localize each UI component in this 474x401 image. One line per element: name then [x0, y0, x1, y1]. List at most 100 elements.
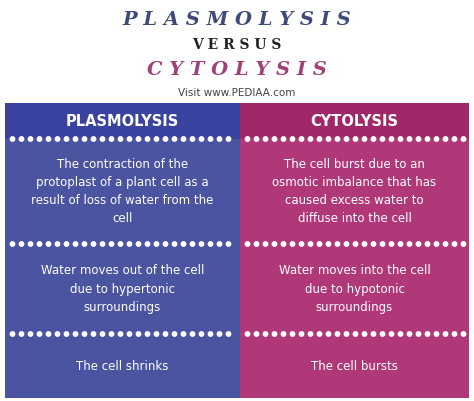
Circle shape — [434, 242, 439, 246]
Circle shape — [246, 332, 250, 336]
Circle shape — [398, 137, 403, 141]
Circle shape — [146, 332, 150, 336]
Text: V E R S U S: V E R S U S — [192, 38, 282, 52]
Circle shape — [425, 242, 430, 246]
Circle shape — [199, 332, 204, 336]
Circle shape — [389, 332, 394, 336]
Text: C Y T O L Y S I S: C Y T O L Y S I S — [147, 61, 327, 79]
Circle shape — [299, 137, 304, 141]
Circle shape — [407, 137, 412, 141]
Circle shape — [55, 242, 60, 246]
Circle shape — [10, 332, 15, 336]
Circle shape — [28, 332, 33, 336]
Circle shape — [190, 137, 195, 141]
Text: Water moves into the cell
due to hypotonic
surroundings: Water moves into the cell due to hypoton… — [279, 265, 430, 314]
Circle shape — [55, 137, 60, 141]
Circle shape — [155, 242, 159, 246]
Circle shape — [299, 332, 304, 336]
Circle shape — [246, 242, 250, 246]
Circle shape — [272, 137, 277, 141]
Circle shape — [217, 332, 222, 336]
Circle shape — [344, 242, 349, 246]
Circle shape — [91, 332, 96, 336]
Circle shape — [416, 332, 421, 336]
Circle shape — [82, 332, 87, 336]
Circle shape — [362, 242, 367, 246]
Circle shape — [272, 332, 277, 336]
Circle shape — [109, 137, 114, 141]
Circle shape — [173, 332, 177, 336]
Circle shape — [73, 137, 78, 141]
Circle shape — [335, 242, 340, 246]
Circle shape — [308, 242, 313, 246]
Circle shape — [326, 242, 331, 246]
Circle shape — [19, 242, 24, 246]
Circle shape — [272, 242, 277, 246]
Circle shape — [199, 137, 204, 141]
Circle shape — [10, 242, 15, 246]
Text: The cell burst due to an
osmotic imbalance that has
caused excess water to
diffu: The cell burst due to an osmotic imbalan… — [273, 158, 437, 225]
Bar — [240, 103, 469, 139]
Circle shape — [371, 332, 376, 336]
Circle shape — [443, 332, 448, 336]
Circle shape — [452, 137, 457, 141]
Circle shape — [46, 242, 51, 246]
Circle shape — [326, 137, 331, 141]
Circle shape — [64, 242, 69, 246]
Circle shape — [290, 137, 295, 141]
Text: CYTOLYSIS: CYTOLYSIS — [310, 113, 399, 128]
Circle shape — [164, 242, 168, 246]
Circle shape — [217, 137, 222, 141]
Circle shape — [91, 137, 96, 141]
Circle shape — [335, 137, 340, 141]
Text: Visit www.PEDIAA.com: Visit www.PEDIAA.com — [178, 88, 296, 98]
Circle shape — [173, 242, 177, 246]
Circle shape — [344, 137, 349, 141]
Circle shape — [299, 242, 304, 246]
Circle shape — [425, 137, 430, 141]
Text: The cell shrinks: The cell shrinks — [76, 360, 169, 373]
Circle shape — [254, 242, 259, 246]
Circle shape — [308, 137, 313, 141]
Circle shape — [10, 137, 15, 141]
Circle shape — [118, 242, 123, 246]
Bar — [240, 103, 469, 398]
Circle shape — [452, 332, 457, 336]
Circle shape — [181, 242, 186, 246]
Circle shape — [434, 137, 439, 141]
Circle shape — [398, 332, 403, 336]
Circle shape — [371, 242, 376, 246]
Circle shape — [100, 242, 105, 246]
Circle shape — [452, 242, 457, 246]
Circle shape — [416, 137, 421, 141]
Circle shape — [19, 137, 24, 141]
Circle shape — [164, 332, 168, 336]
Text: The cell bursts: The cell bursts — [311, 360, 398, 373]
Circle shape — [443, 137, 448, 141]
Circle shape — [254, 332, 259, 336]
Circle shape — [208, 137, 213, 141]
Circle shape — [281, 137, 286, 141]
Bar — [5, 103, 240, 398]
Circle shape — [19, 332, 24, 336]
Circle shape — [317, 242, 322, 246]
Circle shape — [344, 332, 349, 336]
Circle shape — [226, 332, 231, 336]
Circle shape — [380, 242, 385, 246]
Text: Water moves out of the cell
due to hypertonic
surroundings: Water moves out of the cell due to hyper… — [41, 265, 204, 314]
Circle shape — [91, 242, 96, 246]
Circle shape — [164, 137, 168, 141]
Circle shape — [263, 332, 268, 336]
Circle shape — [434, 332, 439, 336]
Circle shape — [137, 137, 141, 141]
Circle shape — [37, 242, 42, 246]
Circle shape — [407, 242, 412, 246]
Circle shape — [217, 242, 222, 246]
Circle shape — [461, 332, 465, 336]
Circle shape — [362, 332, 367, 336]
Circle shape — [290, 242, 295, 246]
Circle shape — [362, 137, 367, 141]
Circle shape — [254, 137, 259, 141]
Circle shape — [100, 332, 105, 336]
Circle shape — [28, 242, 33, 246]
